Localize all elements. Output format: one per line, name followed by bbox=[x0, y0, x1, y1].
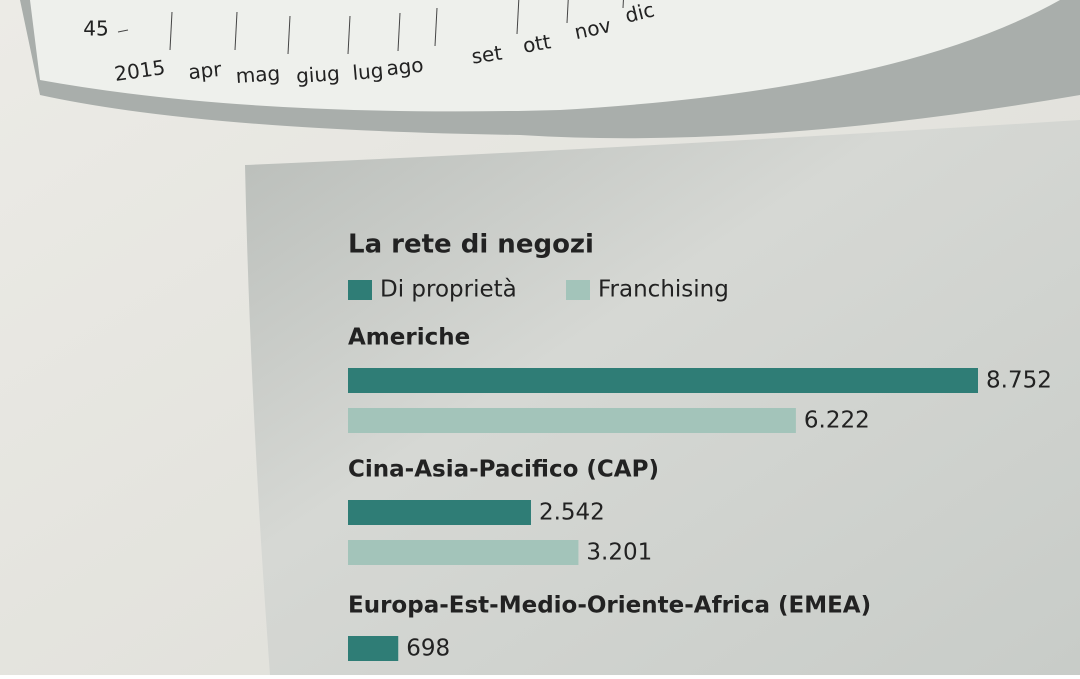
x-tick-label: giug bbox=[295, 61, 340, 88]
category-label: Europa-Est-Medio-Oriente-Africa (EMEA) bbox=[348, 593, 871, 619]
x-tick bbox=[434, 7, 438, 47]
category-label: Americhe bbox=[348, 325, 470, 351]
value-label: 6.222 bbox=[804, 408, 870, 434]
value-label: 698 bbox=[406, 636, 450, 662]
value-label: 8.752 bbox=[986, 368, 1052, 394]
bar bbox=[348, 368, 978, 393]
x-tick-label: ago bbox=[385, 53, 424, 81]
x-tick bbox=[397, 12, 401, 52]
bar bbox=[348, 540, 579, 565]
x-tick-label: set bbox=[470, 40, 504, 68]
legend-swatch bbox=[348, 280, 372, 300]
x-tick bbox=[234, 11, 238, 51]
x-tick bbox=[622, 0, 624, 9]
bar bbox=[348, 408, 796, 433]
x-tick bbox=[516, 0, 520, 35]
x-tick-label: lug bbox=[351, 58, 384, 85]
legend-swatch bbox=[566, 280, 590, 300]
x-tick bbox=[287, 15, 291, 55]
x-tick-label: mag bbox=[235, 61, 281, 88]
value-label: 2.542 bbox=[539, 500, 605, 526]
top-panel bbox=[30, 0, 1060, 112]
x-tick bbox=[347, 15, 351, 55]
y-tick-label: 45 bbox=[83, 17, 108, 41]
chart-title: La rete di negozi bbox=[348, 230, 594, 260]
y-tick bbox=[117, 29, 129, 33]
legend-label: Di proprietà bbox=[380, 277, 517, 303]
legend-label: Franchising bbox=[598, 277, 729, 303]
category-label: Cina-Asia-Pacifico (CAP) bbox=[348, 457, 659, 483]
bar bbox=[348, 500, 531, 525]
x-tick-label: apr bbox=[187, 57, 223, 84]
x-tick-label: ott bbox=[521, 29, 553, 58]
bar-panel bbox=[245, 120, 1080, 675]
bar bbox=[348, 636, 399, 661]
value-label: 3.201 bbox=[586, 540, 652, 566]
x-tick bbox=[566, 0, 569, 24]
x-tick bbox=[169, 11, 173, 51]
